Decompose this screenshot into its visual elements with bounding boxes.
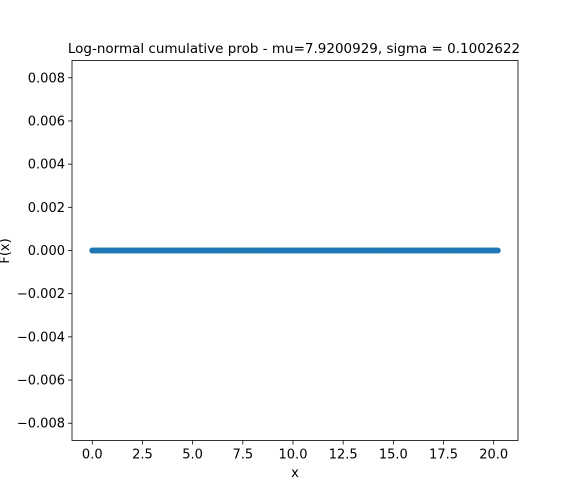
y-axis-ticks: −0.008 −0.006 −0.004 −0.002 0.000 0.002 0.004 0… <box>17 71 72 432</box>
x-axis-ticks: 0.0 2.5 5.0 7.5 10.0 12.5 15.0 17.5 20.0 <box>82 440 508 463</box>
data-points <box>89 247 501 254</box>
y-tick-label: 0.006 <box>28 114 65 129</box>
y-tick-label: −0.004 <box>17 330 65 345</box>
y-tick-label: 0.002 <box>28 201 65 216</box>
y-tick-label: 0.008 <box>28 71 65 86</box>
x-axis-label: x <box>291 466 299 481</box>
y-axis-label: F(x) <box>0 238 13 263</box>
x-tick-label: 5.0 <box>182 448 203 463</box>
x-tick-label: 7.5 <box>232 448 253 463</box>
y-tick-label: −0.008 <box>17 417 65 432</box>
data-point <box>494 247 501 254</box>
x-tick-label: 0.0 <box>82 448 103 463</box>
x-tick-label: 2.5 <box>132 448 153 463</box>
x-tick-label: 12.5 <box>329 448 358 463</box>
y-tick-label: 0.004 <box>28 158 65 173</box>
y-tick-label: −0.002 <box>17 287 65 302</box>
chart-title: Log-normal cumulative prob - mu=7.920092… <box>68 41 520 57</box>
x-tick-label: 20.0 <box>479 448 508 463</box>
plot-frame <box>71 60 519 441</box>
x-tick-label: 17.5 <box>429 448 458 463</box>
x-tick-label: 15.0 <box>379 448 408 463</box>
y-tick-label: 0.000 <box>28 244 65 259</box>
y-tick-label: −0.006 <box>17 374 65 389</box>
x-tick-label: 10.0 <box>279 448 308 463</box>
